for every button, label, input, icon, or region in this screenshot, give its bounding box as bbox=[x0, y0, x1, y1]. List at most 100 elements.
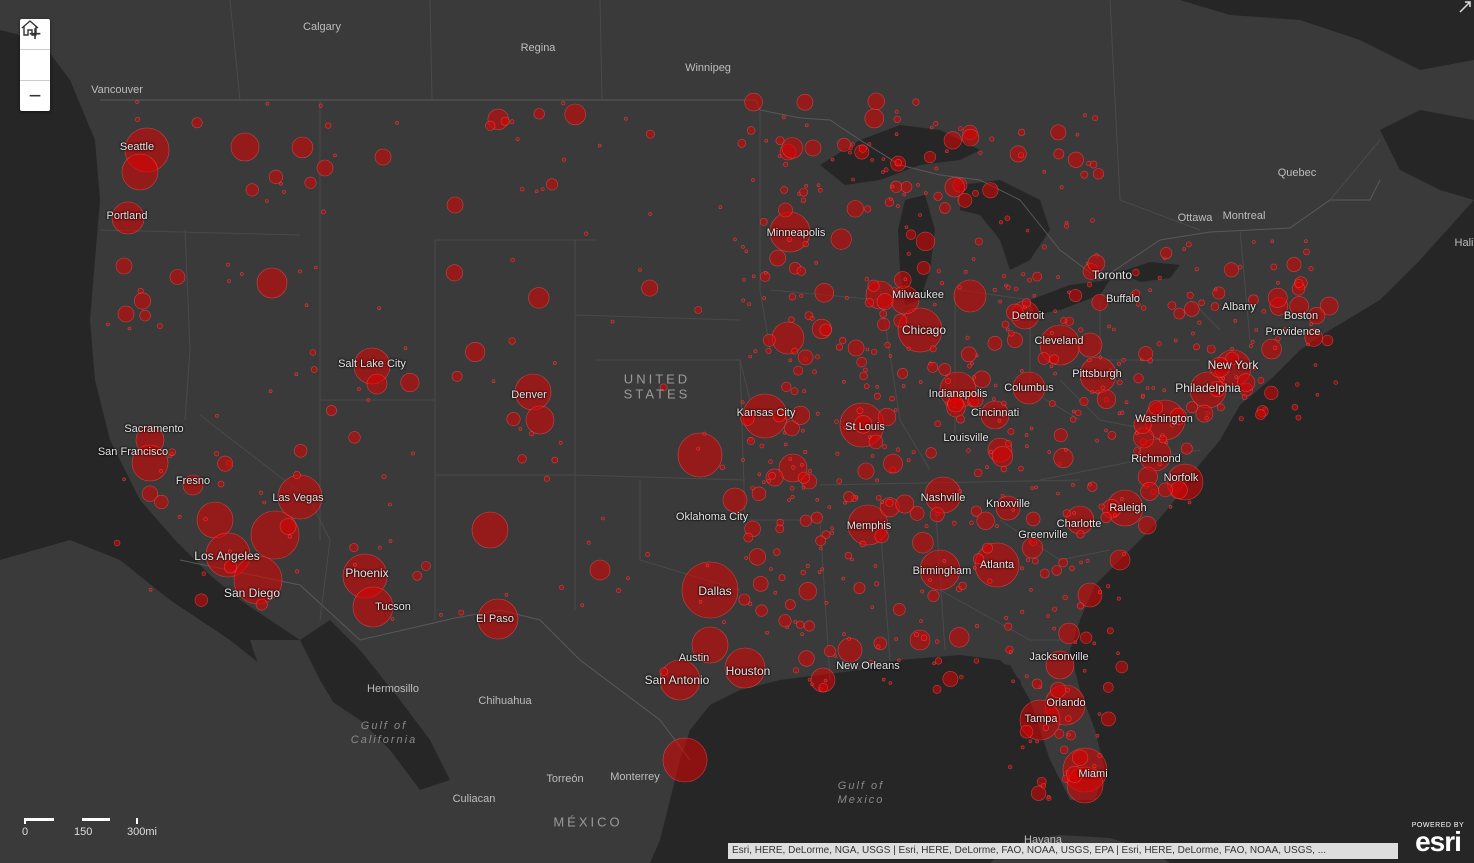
data-point bbox=[815, 411, 820, 416]
data-point bbox=[928, 578, 932, 582]
data-point bbox=[1225, 351, 1239, 366]
data-point bbox=[388, 502, 392, 507]
data-point bbox=[987, 335, 1003, 351]
data-point bbox=[957, 126, 963, 131]
data-point bbox=[884, 341, 891, 349]
data-point bbox=[1108, 368, 1113, 373]
data-point bbox=[1024, 315, 1028, 319]
data-point bbox=[388, 539, 393, 543]
data-point bbox=[945, 378, 952, 384]
data-point bbox=[540, 187, 545, 192]
data-point bbox=[1001, 400, 1007, 406]
data-point bbox=[148, 587, 153, 592]
data-point bbox=[800, 428, 805, 433]
data-point bbox=[1079, 396, 1089, 406]
data-point bbox=[1209, 380, 1226, 398]
data-point bbox=[992, 287, 997, 292]
data-point bbox=[944, 177, 965, 198]
data-point bbox=[111, 201, 145, 235]
data-point bbox=[1006, 303, 1024, 322]
data-point bbox=[972, 565, 977, 570]
data-point bbox=[1117, 379, 1123, 386]
data-point bbox=[906, 251, 911, 256]
data-point bbox=[1032, 293, 1037, 298]
data-point bbox=[134, 292, 152, 310]
data-point bbox=[1272, 345, 1278, 350]
data-point bbox=[1046, 795, 1051, 799]
data-point bbox=[113, 539, 121, 547]
data-point bbox=[875, 478, 880, 483]
data-point bbox=[545, 178, 558, 191]
data-point bbox=[796, 266, 806, 276]
data-point bbox=[856, 407, 864, 415]
gulf-of-california bbox=[300, 620, 450, 790]
data-point bbox=[746, 126, 756, 135]
data-point bbox=[998, 299, 1002, 304]
data-point bbox=[1005, 327, 1010, 332]
data-point bbox=[156, 323, 163, 329]
data-point bbox=[833, 654, 838, 658]
data-point bbox=[1095, 390, 1100, 395]
data-point bbox=[217, 455, 234, 472]
data-point bbox=[1308, 266, 1314, 272]
data-point bbox=[888, 197, 893, 201]
data-point bbox=[850, 426, 854, 431]
home-button[interactable] bbox=[20, 20, 50, 81]
data-point bbox=[790, 494, 795, 499]
data-point bbox=[974, 623, 979, 628]
data-point bbox=[1072, 511, 1076, 515]
data-point bbox=[995, 524, 999, 528]
zoom-in-button[interactable]: + bbox=[20, 19, 50, 50]
data-point bbox=[1295, 414, 1302, 421]
data-point bbox=[924, 524, 929, 529]
data-point bbox=[906, 346, 911, 351]
data-point bbox=[543, 475, 550, 482]
data-point bbox=[719, 464, 725, 470]
data-point bbox=[1106, 627, 1114, 635]
data-point bbox=[953, 279, 987, 313]
data-point bbox=[802, 389, 807, 394]
data-point bbox=[748, 354, 753, 359]
data-point bbox=[374, 148, 392, 166]
data-point bbox=[958, 489, 962, 494]
data-point bbox=[1086, 161, 1092, 167]
data-point bbox=[1040, 782, 1047, 789]
data-point bbox=[1230, 346, 1234, 351]
data-point bbox=[737, 139, 747, 148]
data-point bbox=[1071, 482, 1075, 487]
data-point bbox=[1069, 288, 1083, 302]
esri-logo[interactable]: POWERED BY esri bbox=[1405, 822, 1471, 857]
data-point bbox=[106, 322, 110, 327]
data-point bbox=[864, 276, 869, 282]
data-point bbox=[1252, 365, 1257, 371]
data-point bbox=[1276, 280, 1280, 285]
zoom-out-button[interactable]: − bbox=[28, 83, 42, 108]
data-point bbox=[799, 514, 812, 527]
data-point bbox=[798, 582, 817, 601]
data-point bbox=[1069, 565, 1075, 571]
data-point bbox=[1035, 739, 1039, 744]
data-point bbox=[117, 305, 135, 323]
attribution[interactable]: Esri, HERE, DeLorme, NGA, USGS | Esri, H… bbox=[728, 843, 1398, 859]
data-point bbox=[1116, 596, 1121, 601]
data-point bbox=[933, 121, 939, 127]
data-point bbox=[846, 200, 864, 218]
data-point bbox=[1113, 513, 1117, 518]
data-point bbox=[998, 220, 1003, 225]
data-point bbox=[1053, 447, 1074, 468]
data-point bbox=[230, 132, 260, 162]
data-point bbox=[1030, 486, 1034, 490]
data-point bbox=[769, 249, 787, 267]
data-point bbox=[1077, 332, 1103, 358]
esri-logo-text: esri bbox=[1415, 826, 1462, 857]
data-point bbox=[965, 335, 970, 340]
data-point bbox=[1075, 132, 1080, 137]
data-point bbox=[778, 574, 786, 582]
data-point bbox=[893, 115, 901, 123]
data-point bbox=[304, 303, 309, 308]
data-point bbox=[1186, 401, 1198, 414]
data-point bbox=[968, 392, 984, 408]
data-point bbox=[829, 530, 834, 535]
data-point bbox=[843, 425, 848, 430]
